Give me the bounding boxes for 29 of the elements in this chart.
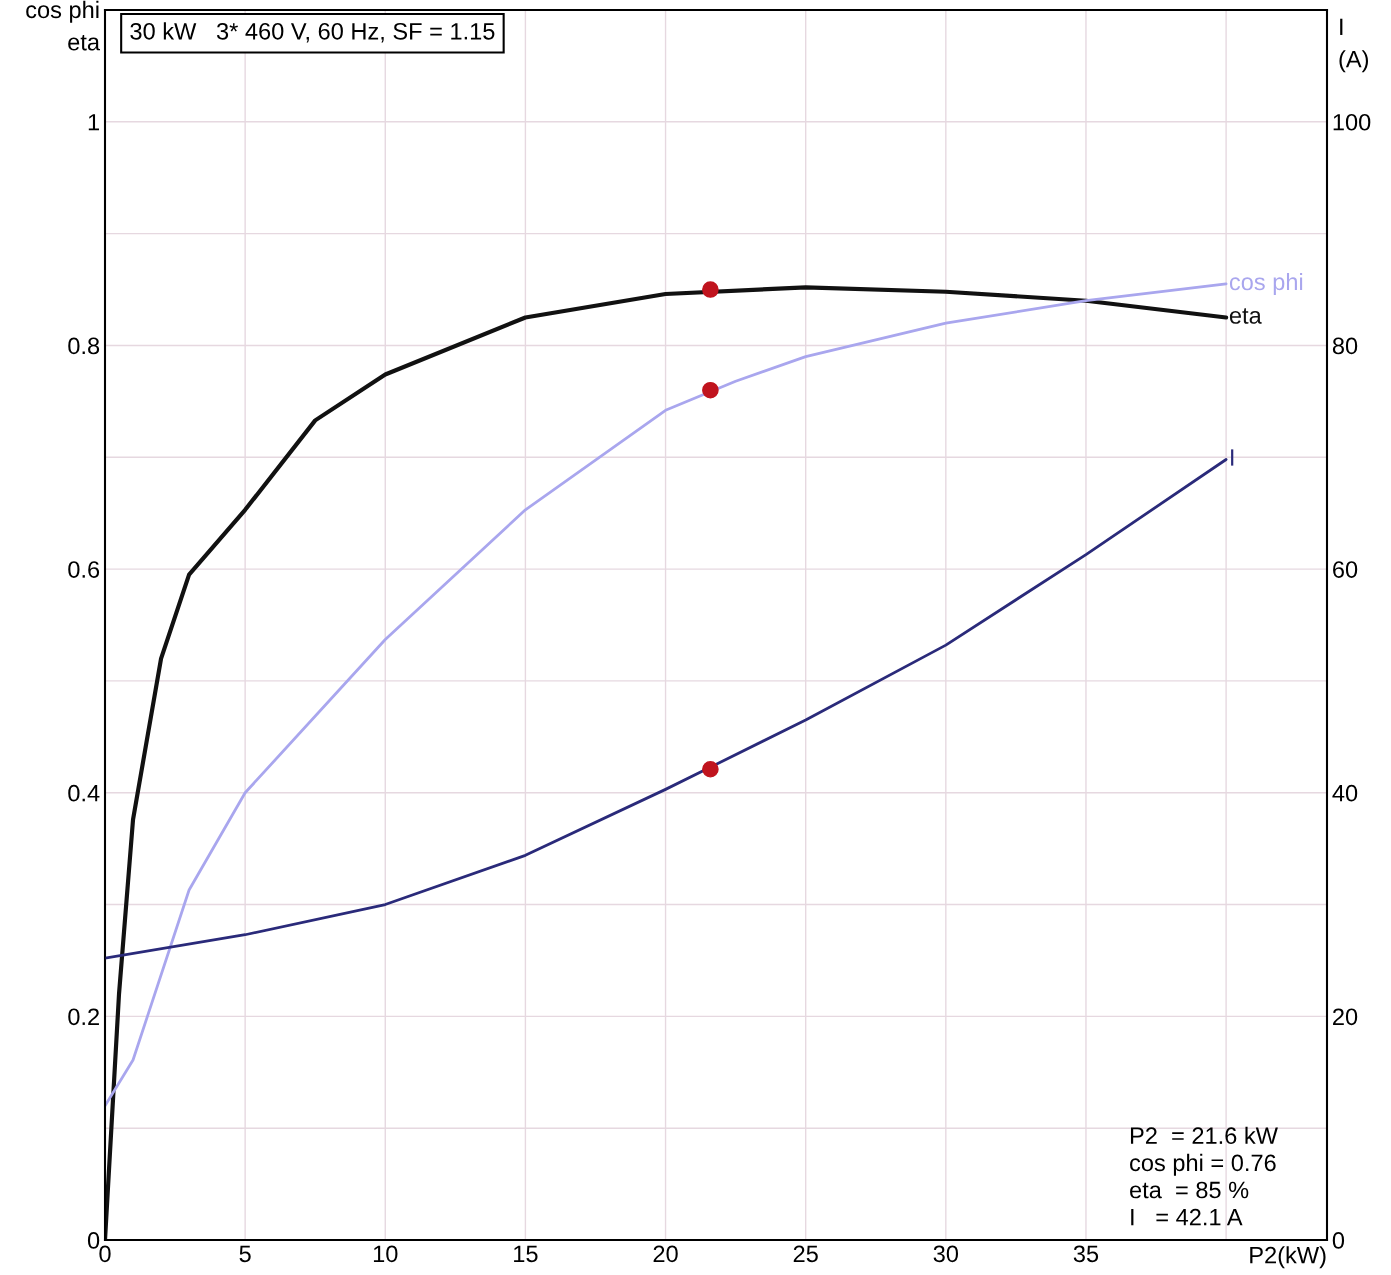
line-series (105, 458, 1228, 960)
x-tick-label: 15 (514, 1245, 538, 1263)
y2-tick-label: 40 (1332, 784, 1358, 802)
y-tick-label: 0 (87, 1232, 100, 1249)
x-tick-label: 35 (1073, 1245, 1099, 1263)
series-label: cos phi (1229, 272, 1303, 295)
y-tick-label: 1 (88, 114, 99, 131)
y2-axis-title: I (A) (1339, 18, 1369, 73)
y-axis-title: cos phi eta (26, 0, 100, 51)
x-tick-label: 0 (99, 1245, 111, 1263)
x-tick-label: 30 (933, 1245, 959, 1263)
x-axis-title: P2(kW) (1250, 1246, 1326, 1269)
x-tick-label: 5 (239, 1245, 251, 1263)
y-tick-label: 0.8 (68, 337, 100, 355)
y-tick-label: 0.6 (68, 561, 100, 578)
y2-tick-label: 20 (1333, 1008, 1358, 1026)
annotation: P2 = 21.6 kW cos phi = 0.76 eta = 85 % I = 42.1 A (1130, 1126, 1278, 1226)
series-label: eta (1229, 308, 1262, 324)
y2-tick-label: 100 (1333, 113, 1371, 131)
y2-tick-label: 80 (1332, 337, 1358, 355)
y-tick-label: 0.2 (68, 1008, 99, 1026)
series-label: I (1231, 449, 1234, 466)
y-tick-label: 0.4 (68, 784, 100, 802)
y2-tick-label: 0 (1332, 1232, 1345, 1249)
x-tick-label: 10 (373, 1245, 398, 1263)
x-tick-label: 20 (653, 1245, 678, 1263)
y2-tick-label: 60 (1333, 561, 1358, 578)
chart-title: 30 kW 3* 460 V, 60 Hz, SF = 1.15 (130, 22, 495, 43)
x-tick-label: 25 (793, 1245, 818, 1263)
